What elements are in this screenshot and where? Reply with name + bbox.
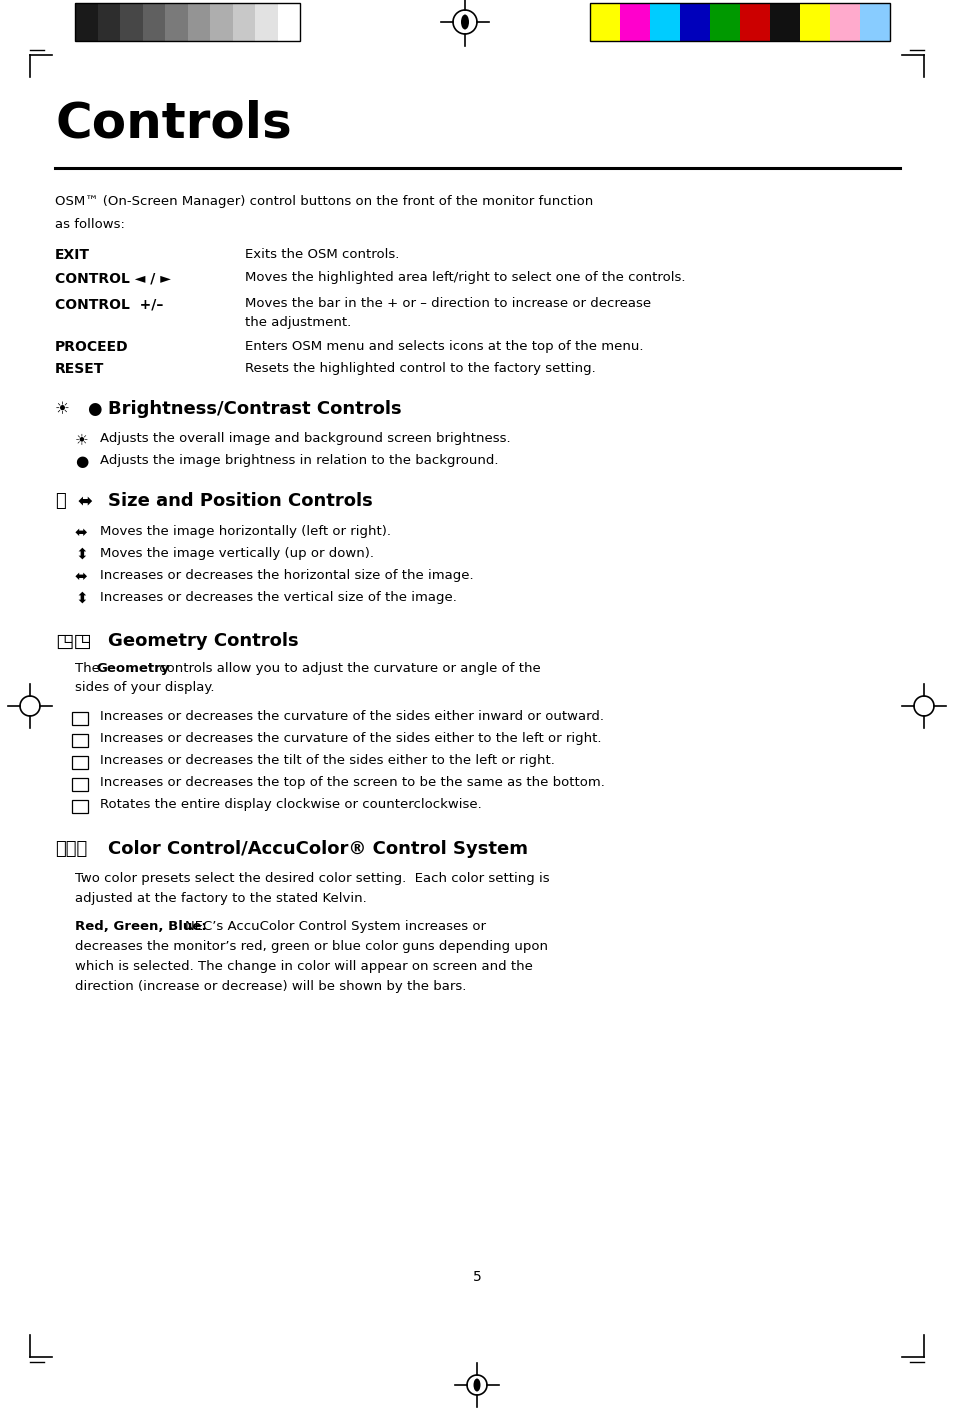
Text: Rotates the entire display clockwise or counterclockwise.: Rotates the entire display clockwise or … [100, 798, 481, 810]
Bar [769, 3, 800, 41]
Text: Increases or decreases the tilt of the sides either to the left or right.: Increases or decreases the tilt of the s… [100, 754, 555, 767]
Bar [829, 3, 859, 41]
Bar [75, 3, 97, 41]
Bar [71, 712, 88, 724]
Bar [210, 3, 233, 41]
Text: ☀: ☀ [75, 432, 89, 448]
Text: OSM™ (On-Screen Manager) control buttons on the front of the monitor function: OSM™ (On-Screen Manager) control buttons… [55, 195, 593, 208]
Text: as follows:: as follows: [55, 217, 125, 232]
Text: Brightness/Contrast Controls: Brightness/Contrast Controls [108, 400, 401, 418]
Text: Red, Green, Blue:: Red, Green, Blue: [75, 921, 207, 933]
Bar [71, 755, 88, 770]
Text: PROCEED: PROCEED [55, 340, 129, 354]
Text: controls allow you to adjust the curvature or angle of the: controls allow you to adjust the curvatu… [154, 662, 540, 675]
Text: RESET: RESET [55, 361, 104, 376]
Text: NEC’s AccuColor Control System increases or: NEC’s AccuColor Control System increases… [185, 921, 485, 933]
Bar [277, 3, 299, 41]
Text: Increases or decreases the curvature of the sides either inward or outward.: Increases or decreases the curvature of … [100, 710, 603, 723]
Bar [233, 3, 254, 41]
Text: which is selected. The change in color will appear on screen and the: which is selected. The change in color w… [75, 960, 533, 973]
Text: EXIT: EXIT [55, 249, 90, 263]
Text: Increases or decreases the top of the screen to be the same as the bottom.: Increases or decreases the top of the sc… [100, 777, 604, 789]
Text: Increases or decreases the curvature of the sides either to the left or right.: Increases or decreases the curvature of … [100, 731, 601, 746]
Text: Two color presets select the desired color setting.  Each color setting is: Two color presets select the desired col… [75, 873, 549, 885]
Text: Size and Position Controls: Size and Position Controls [108, 491, 373, 510]
Bar [589, 3, 889, 41]
Text: Controls: Controls [55, 100, 292, 148]
Text: the adjustment.: the adjustment. [245, 316, 351, 329]
Text: adjusted at the factory to the stated Kelvin.: adjusted at the factory to the stated Ke… [75, 892, 366, 905]
Bar [71, 801, 88, 813]
Text: Geometry: Geometry [96, 662, 170, 675]
Text: ⬌: ⬌ [78, 491, 93, 510]
Bar [97, 3, 120, 41]
Bar [589, 3, 619, 41]
Bar [649, 3, 679, 41]
Text: ●: ● [87, 400, 101, 418]
Text: ◳◳: ◳◳ [55, 633, 91, 651]
Text: Moves the bar in the + or – direction to increase or decrease: Moves the bar in the + or – direction to… [245, 297, 651, 311]
Text: 5: 5 [472, 1269, 481, 1284]
Bar [165, 3, 188, 41]
Text: Moves the image horizontally (left or right).: Moves the image horizontally (left or ri… [100, 525, 391, 538]
Bar [679, 3, 709, 41]
Bar [859, 3, 889, 41]
Bar [740, 3, 769, 41]
Bar [800, 3, 829, 41]
Text: Adjusts the overall image and background screen brightness.: Adjusts the overall image and background… [100, 432, 510, 445]
Bar [254, 3, 277, 41]
Text: Enters OSM menu and selects icons at the top of the menu.: Enters OSM menu and selects icons at the… [245, 340, 643, 353]
Bar [142, 3, 165, 41]
Text: Geometry Controls: Geometry Controls [108, 633, 298, 650]
Bar [71, 778, 88, 791]
Text: Resets the highlighted control to the factory setting.: Resets the highlighted control to the fa… [245, 361, 595, 376]
Text: Increases or decreases the horizontal size of the image.: Increases or decreases the horizontal si… [100, 569, 473, 582]
Text: Color Control/AccuColor® Control System: Color Control/AccuColor® Control System [108, 840, 527, 858]
Text: Moves the image vertically (up or down).: Moves the image vertically (up or down). [100, 546, 374, 561]
Text: ⬍: ⬍ [75, 592, 88, 606]
Bar [75, 3, 299, 41]
Text: ⓇⒼⒷ: ⓇⒼⒷ [55, 840, 87, 858]
Text: decreases the monitor’s red, green or blue color guns depending upon: decreases the monitor’s red, green or bl… [75, 940, 547, 953]
Text: The: The [75, 662, 104, 675]
Text: ⬌: ⬌ [75, 569, 88, 585]
Bar [709, 3, 740, 41]
Text: ⬍: ⬍ [75, 546, 88, 562]
Text: CONTROL  +/–: CONTROL +/– [55, 297, 163, 311]
Ellipse shape [460, 14, 469, 30]
Bar [71, 734, 88, 747]
Bar [120, 3, 142, 41]
Text: Adjusts the image brightness in relation to the background.: Adjusts the image brightness in relation… [100, 455, 498, 467]
Text: ⬜: ⬜ [55, 491, 66, 510]
Text: ●: ● [75, 455, 89, 469]
Ellipse shape [473, 1378, 480, 1391]
Text: ☀: ☀ [55, 400, 70, 418]
Text: CONTROL ◄ / ►: CONTROL ◄ / ► [55, 271, 171, 285]
Text: ⬌: ⬌ [75, 525, 88, 539]
Bar [619, 3, 649, 41]
Text: Increases or decreases the vertical size of the image.: Increases or decreases the vertical size… [100, 592, 456, 604]
Bar [188, 3, 210, 41]
Text: Exits the OSM controls.: Exits the OSM controls. [245, 249, 399, 261]
Text: Moves the highlighted area left/right to select one of the controls.: Moves the highlighted area left/right to… [245, 271, 685, 284]
Text: direction (increase or decrease) will be shown by the bars.: direction (increase or decrease) will be… [75, 980, 466, 993]
Text: sides of your display.: sides of your display. [75, 681, 214, 695]
